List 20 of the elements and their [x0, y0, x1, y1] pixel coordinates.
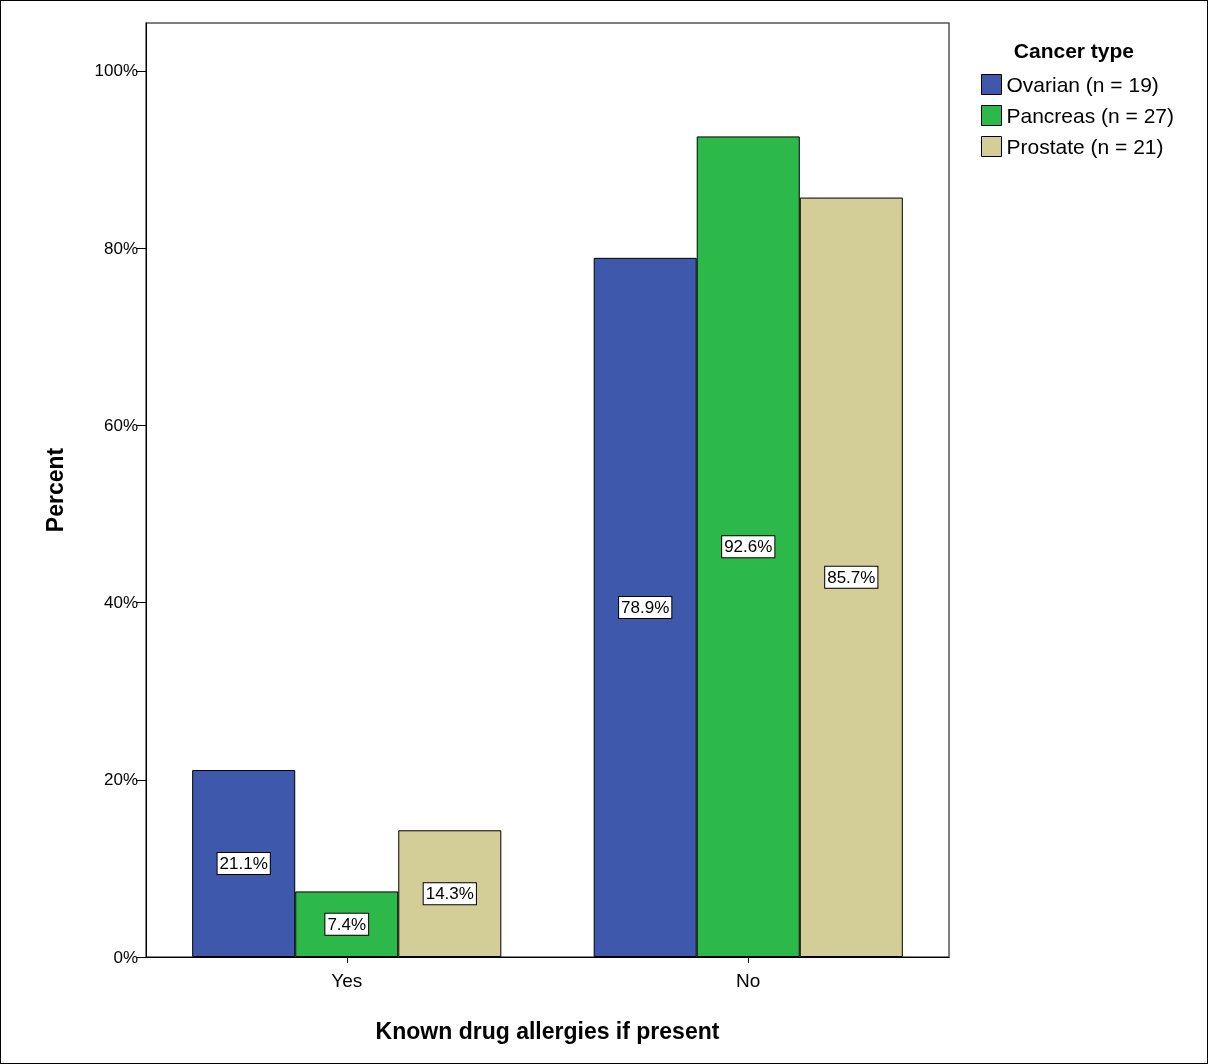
x-tick-label: No: [736, 970, 761, 991]
legend-label: Pancreas (n = 27): [1006, 104, 1175, 127]
y-axis-title: Percent: [41, 447, 68, 533]
y-tick-label: 80%: [103, 238, 138, 258]
data-label: 85.7%: [827, 567, 876, 587]
legend-label: Prostate (n = 21): [1006, 135, 1164, 158]
x-axis-title: Known drug allergies if present: [375, 1017, 720, 1044]
data-label: 7.4%: [327, 914, 367, 934]
y-tick-label: 40%: [103, 593, 138, 613]
data-label: 14.3%: [425, 884, 474, 904]
legend-title: Cancer type: [1013, 39, 1134, 62]
y-tick-label: 100%: [94, 61, 138, 81]
data-label: 92.6%: [724, 537, 773, 557]
data-label: 21.1%: [219, 854, 268, 874]
x-tick-label: Yes: [331, 970, 363, 991]
legend-label: Ovarian (n = 19): [1006, 73, 1159, 96]
y-tick-label: 20%: [103, 770, 138, 790]
y-tick-label: 0%: [113, 947, 138, 967]
y-tick-label: 60%: [103, 415, 138, 435]
data-label: 78.9%: [621, 597, 670, 617]
